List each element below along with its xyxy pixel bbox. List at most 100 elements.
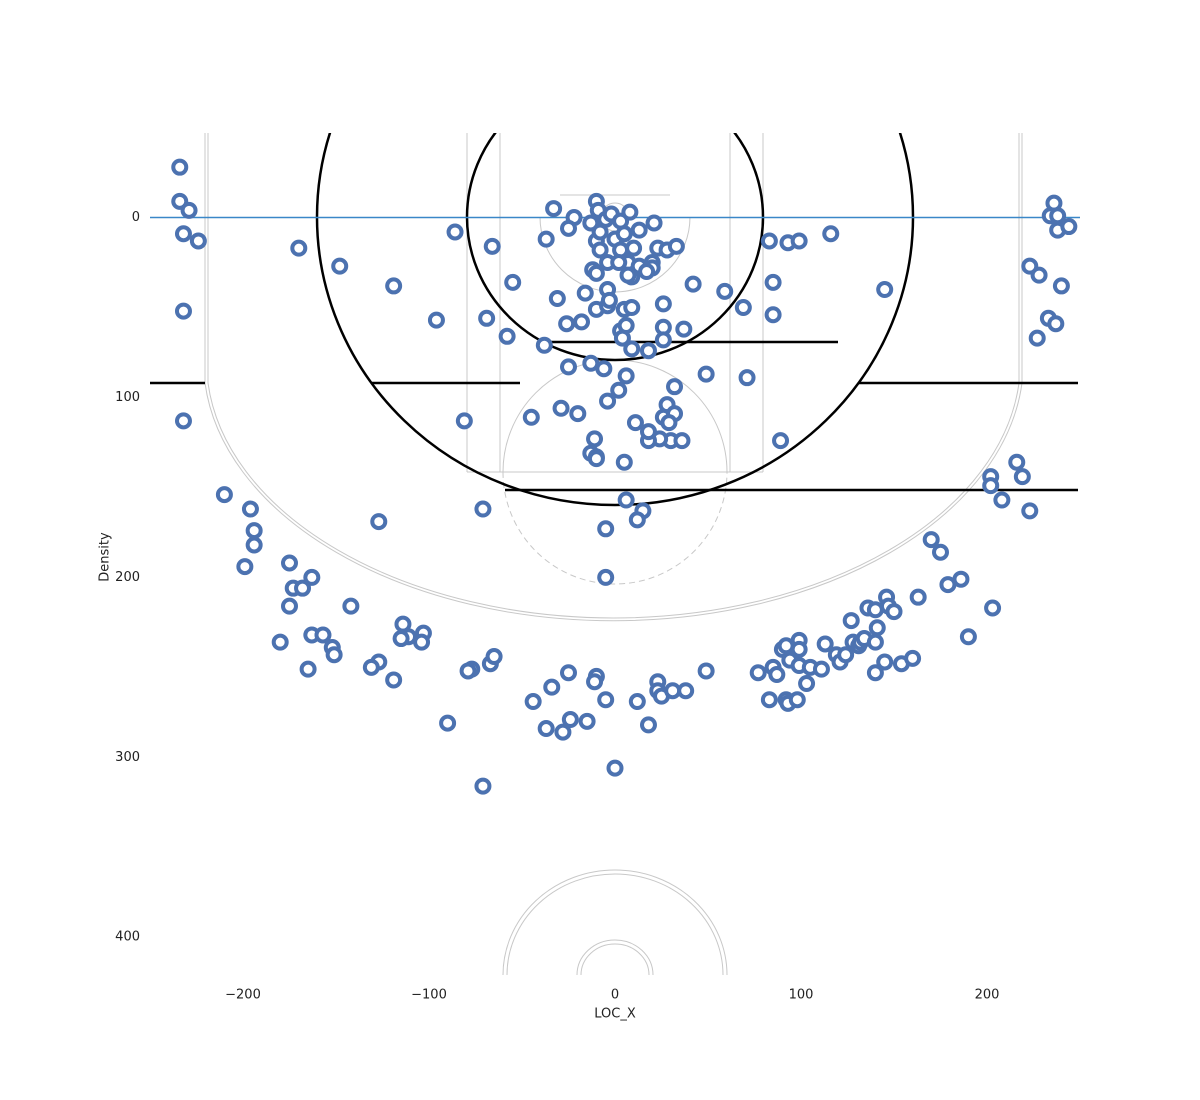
point — [788, 691, 806, 709]
point — [625, 239, 643, 257]
y-tick-label: 0 — [132, 210, 140, 225]
point — [554, 723, 572, 741]
point — [764, 273, 782, 291]
point — [606, 759, 624, 777]
point — [392, 630, 410, 648]
point — [370, 513, 388, 531]
point — [560, 219, 577, 237]
x-tick-label: −200 — [225, 988, 261, 1003]
point — [837, 646, 855, 664]
point — [617, 367, 635, 385]
point — [667, 237, 685, 255]
point — [582, 354, 600, 372]
point — [638, 263, 656, 281]
point — [628, 511, 646, 529]
point — [294, 579, 312, 597]
point — [1049, 207, 1067, 225]
point — [600, 291, 618, 309]
point — [623, 299, 641, 317]
x-axis-label: LOC_X — [594, 1007, 636, 1022]
point — [772, 432, 790, 450]
point — [591, 241, 609, 259]
point — [734, 299, 752, 317]
point — [591, 223, 609, 241]
point — [777, 637, 795, 655]
point — [666, 378, 684, 396]
point — [413, 633, 431, 651]
point — [576, 284, 594, 302]
point — [535, 336, 553, 354]
point — [939, 576, 957, 594]
point — [478, 309, 496, 327]
point — [545, 200, 563, 218]
point — [299, 660, 317, 678]
point — [697, 365, 715, 383]
point — [174, 225, 192, 243]
point — [660, 414, 678, 432]
point — [768, 666, 786, 684]
y-axis-label: Density — [98, 532, 113, 582]
point — [639, 716, 657, 734]
point — [483, 237, 501, 255]
point — [578, 712, 596, 730]
point — [586, 430, 604, 448]
point — [314, 626, 332, 644]
point — [673, 432, 691, 450]
point — [1047, 315, 1065, 333]
point — [498, 327, 516, 345]
point — [619, 266, 637, 284]
y-tick-label: 100 — [115, 390, 140, 405]
point — [630, 221, 648, 239]
point — [427, 311, 445, 329]
point — [613, 329, 631, 347]
point — [290, 239, 308, 257]
point — [537, 720, 555, 738]
point — [331, 257, 349, 275]
point — [623, 340, 641, 358]
point — [654, 295, 672, 313]
point — [560, 664, 577, 682]
x-tick-label: 200 — [975, 988, 1000, 1003]
point — [522, 408, 540, 426]
point — [684, 275, 702, 293]
point — [362, 658, 380, 676]
point — [595, 360, 613, 378]
point — [764, 306, 782, 324]
point — [599, 392, 617, 410]
point — [904, 649, 922, 667]
point — [597, 568, 615, 586]
x-tick-label: −100 — [411, 988, 447, 1003]
point — [504, 273, 522, 291]
y-tick-label: 400 — [115, 930, 140, 945]
point — [245, 536, 263, 554]
point — [790, 640, 808, 658]
point — [615, 453, 633, 471]
point — [459, 662, 477, 680]
point — [812, 660, 830, 678]
point — [842, 612, 860, 630]
point — [171, 158, 189, 176]
point — [385, 277, 403, 295]
point — [1052, 277, 1070, 295]
point — [822, 225, 840, 243]
point — [1021, 502, 1039, 520]
point — [587, 264, 605, 282]
point — [639, 423, 657, 441]
point — [749, 664, 767, 682]
point — [1060, 218, 1078, 236]
point — [548, 290, 566, 308]
point — [675, 320, 693, 338]
court — [150, 133, 1078, 975]
point — [236, 558, 254, 576]
point — [876, 281, 894, 299]
point — [639, 342, 657, 360]
point — [868, 619, 886, 637]
point — [569, 405, 587, 423]
point — [615, 225, 633, 243]
point — [610, 381, 628, 399]
point — [597, 691, 615, 709]
point — [325, 646, 343, 664]
point — [180, 201, 198, 219]
point — [245, 522, 263, 540]
